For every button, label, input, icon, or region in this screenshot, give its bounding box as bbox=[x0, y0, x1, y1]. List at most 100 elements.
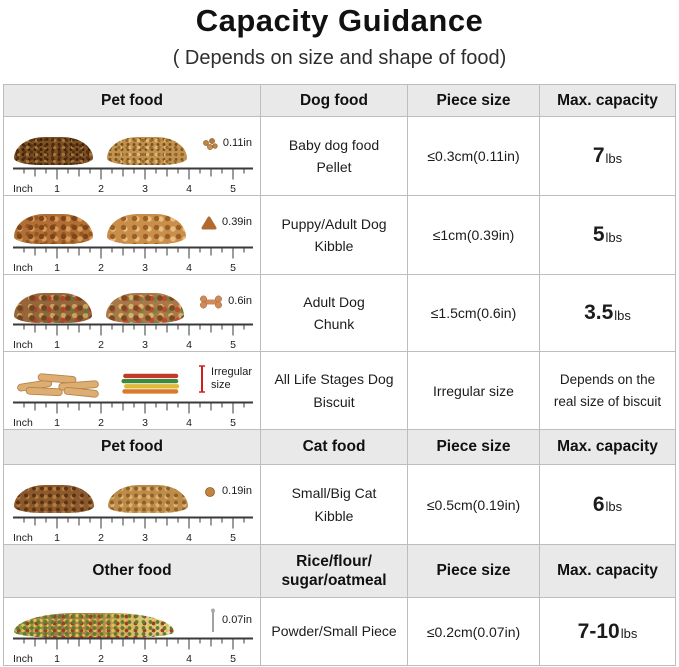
table-row-cat-kibble: 0.19in Inch 1 2 3 4 5 Small/Big Cat Kibble ≤0… bbox=[4, 465, 675, 545]
food-image-cell: 0.07in Inch 1 2 3 4 5 bbox=[4, 598, 261, 665]
capacity-cell: 7-10 lbs bbox=[577, 619, 638, 643]
header-pet-food: Pet food bbox=[4, 85, 261, 117]
food-name-cell: Puppy/Adult Dog Kibble bbox=[261, 196, 408, 275]
ruler-image: Inch 1 2 3 4 5 bbox=[13, 167, 253, 193]
header-pet-food: Pet food bbox=[4, 430, 261, 465]
ruler-image: Inch 1 2 3 4 5 bbox=[13, 516, 253, 542]
svg-text:4: 4 bbox=[186, 417, 192, 427]
svg-text:3: 3 bbox=[142, 339, 148, 349]
svg-text:4: 4 bbox=[186, 183, 192, 193]
page-title: Capacity Guidance bbox=[195, 3, 484, 38]
svg-text:5: 5 bbox=[230, 183, 236, 193]
biscuit-pile-image bbox=[17, 373, 99, 398]
kibble-pile-image bbox=[108, 485, 188, 513]
grain-pile-image bbox=[14, 613, 174, 638]
piece-size-cell: ≤1.5cm(0.6in) bbox=[408, 275, 540, 352]
svg-text:5: 5 bbox=[230, 339, 236, 349]
food-piles: 0.19in bbox=[10, 471, 254, 513]
page-subtitle: ( Depends on size and shape of food) bbox=[172, 47, 507, 69]
piece-size-label: 0.11in bbox=[222, 137, 252, 150]
svg-text:Inch: Inch bbox=[13, 653, 33, 663]
food-name-cell: Baby dog food Pellet bbox=[261, 117, 408, 196]
ruler-image: Inch 1 2 3 4 5 bbox=[13, 323, 253, 349]
svg-text:5: 5 bbox=[230, 532, 236, 542]
svg-text:4: 4 bbox=[186, 532, 192, 542]
svg-text:2: 2 bbox=[98, 183, 104, 193]
piece-size-label: Irregular size bbox=[211, 365, 252, 391]
piece-size-cell: Irregular size bbox=[408, 352, 540, 430]
table-header-row-other: Other food Rice/flour/ sugar/oatmeal Pie… bbox=[4, 545, 675, 598]
header-max-capacity: Max. capacity bbox=[540, 85, 675, 117]
piece-sample: 0.11in bbox=[201, 136, 252, 152]
svg-text:1: 1 bbox=[54, 183, 60, 193]
table-header-row-dog: Pet food Dog food Piece size Max. capaci… bbox=[4, 85, 675, 117]
piece-sample: 0.39in bbox=[200, 215, 252, 231]
capacity-cell: 7 lbs bbox=[540, 117, 675, 196]
piece-sample: 0.19in bbox=[202, 484, 252, 500]
kibble-pile-image bbox=[14, 485, 94, 513]
capacity-cell: 6 lbs bbox=[540, 465, 675, 545]
capacity-table: Pet food Dog food Piece size Max. capaci… bbox=[3, 84, 676, 666]
table-row-adult-dog-chunk: 0.6in Inch 1 2 3 4 5 Adult Dog Chunk ≤1.5cm(0… bbox=[4, 275, 675, 352]
svg-text:2: 2 bbox=[98, 417, 104, 427]
svg-text:5: 5 bbox=[230, 262, 236, 272]
table-header-row-cat: Pet food Cat food Piece size Max. capaci… bbox=[4, 430, 675, 465]
kibble-pile-image bbox=[14, 137, 94, 165]
svg-text:3: 3 bbox=[142, 262, 148, 272]
svg-text:2: 2 bbox=[98, 653, 104, 663]
header-piece-size: Piece size bbox=[408, 85, 540, 117]
svg-text:5: 5 bbox=[230, 417, 236, 427]
pin-icon bbox=[211, 608, 216, 632]
food-piles: 0.07in bbox=[10, 604, 254, 638]
cat-kibble-icon bbox=[205, 487, 215, 497]
header-max-capacity: Max. capacity bbox=[540, 430, 675, 465]
sticks-image bbox=[121, 373, 179, 394]
kibble-pile-image bbox=[14, 214, 93, 244]
food-piles: Irregular size bbox=[10, 358, 254, 400]
ruler-image: Inch 1 2 3 4 5 bbox=[13, 246, 253, 272]
irregular-size-marker-icon bbox=[199, 365, 206, 393]
piece-size-label: 0.19in bbox=[222, 485, 252, 498]
svg-text:3: 3 bbox=[142, 532, 148, 542]
piece-sample: Irregular size bbox=[197, 364, 252, 394]
svg-text:Inch: Inch bbox=[13, 417, 33, 427]
food-image-cell: 0.11in Inch 1 2 3 4 5 bbox=[4, 117, 261, 196]
ruler-image: Inch 1 2 3 4 5 bbox=[13, 401, 253, 427]
svg-text:5: 5 bbox=[230, 653, 236, 663]
svg-text:1: 1 bbox=[54, 532, 60, 542]
bone-icon bbox=[200, 295, 223, 309]
svg-text:4: 4 bbox=[186, 262, 192, 272]
svg-text:4: 4 bbox=[186, 653, 192, 663]
header-max-capacity: Max. capacity bbox=[540, 545, 675, 598]
piece-size-cell: ≤0.2cm(0.07in) bbox=[408, 598, 540, 665]
svg-text:3: 3 bbox=[142, 183, 148, 193]
svg-text:2: 2 bbox=[98, 262, 104, 272]
ruler-image: Inch 1 2 3 4 5 bbox=[13, 637, 253, 663]
capacity-cell: 5 lbs bbox=[540, 196, 675, 275]
food-image-cell: 0.6in Inch 1 2 3 4 5 bbox=[4, 275, 261, 352]
piece-sample: 0.6in bbox=[198, 294, 252, 310]
table-row-puppy-adult-kibble: 0.39in Inch 1 2 3 4 5 Puppy/Adult Dog Kibble … bbox=[4, 196, 675, 275]
svg-text:1: 1 bbox=[54, 417, 60, 427]
chunk-pile-image bbox=[106, 293, 185, 323]
svg-text:2: 2 bbox=[98, 532, 104, 542]
piece-size-label: 0.6in bbox=[228, 295, 252, 308]
food-name-cell: Adult Dog Chunk bbox=[261, 275, 408, 352]
svg-text:1: 1 bbox=[54, 653, 60, 663]
svg-text:2: 2 bbox=[98, 339, 104, 349]
piece-size-label: 0.07in bbox=[222, 614, 252, 627]
table-row-baby-dog-pellet: 0.11in Inch 1 2 3 4 5 Baby dog food Pellet ≤0… bbox=[4, 117, 675, 196]
header-piece-size: Piece size bbox=[408, 430, 540, 465]
header-dog-food: Dog food bbox=[261, 85, 408, 117]
svg-text:1: 1 bbox=[54, 339, 60, 349]
food-piles: 0.39in bbox=[10, 202, 254, 244]
food-name-cell: Small/Big Cat Kibble bbox=[261, 465, 408, 545]
svg-text:Inch: Inch bbox=[13, 532, 33, 542]
header-cat-food: Cat food bbox=[261, 430, 408, 465]
piece-size-cell: ≤0.5cm(0.19in) bbox=[408, 465, 540, 545]
capacity-cell: 3.5 lbs bbox=[540, 275, 675, 352]
pellet-icon bbox=[202, 138, 218, 150]
food-name-cell: All Life Stages Dog Biscuit bbox=[261, 352, 408, 430]
svg-text:3: 3 bbox=[142, 417, 148, 427]
